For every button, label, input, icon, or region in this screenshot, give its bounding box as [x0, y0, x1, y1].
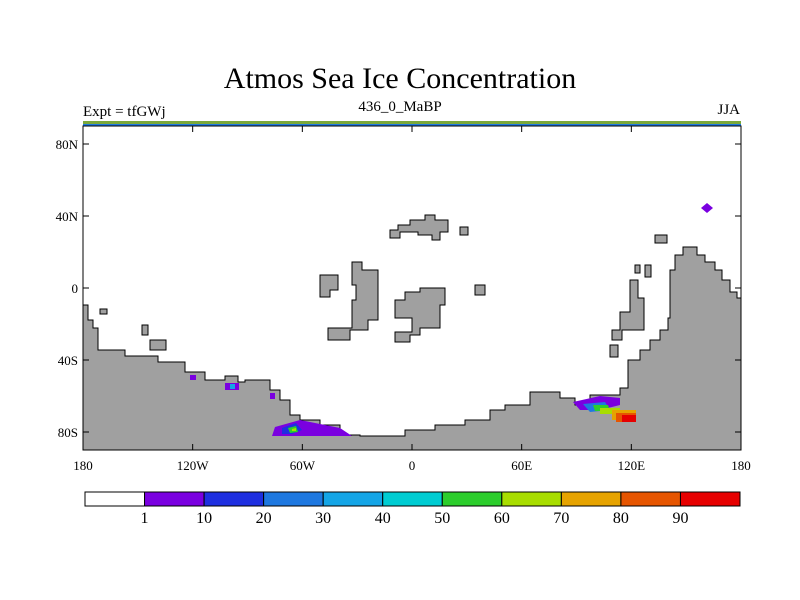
land-west-continent	[82, 246, 742, 451]
colorbar-swatch	[322, 491, 384, 507]
colorbar-swatch	[84, 491, 146, 507]
land-north-island	[389, 214, 449, 241]
x-tick-label: 60W	[290, 458, 316, 473]
ice-patch	[190, 375, 196, 380]
ice-patch	[270, 393, 275, 399]
x-tick-label: 60E	[511, 458, 532, 473]
x-tick-label: 180	[73, 458, 93, 473]
ice-patch	[230, 384, 235, 389]
experiment-label: Expt = tfGWj	[83, 104, 166, 120]
land-island	[141, 324, 149, 336]
colorbar-label: 90	[672, 510, 688, 527]
colorbar-swatch	[560, 491, 622, 507]
colorbar-swatch	[620, 491, 681, 507]
period-label: 436_0_MaBP	[358, 99, 442, 115]
colorbar-swatch	[501, 491, 562, 507]
land-central-east	[394, 287, 446, 343]
y-tick-label: 80N	[56, 137, 79, 152]
x-tick-label: 180	[731, 458, 751, 473]
colorbar-label: 20	[256, 510, 272, 527]
y-tick-label: 40N	[56, 209, 79, 224]
ice-patch	[600, 408, 620, 414]
x-tick-label: 0	[409, 458, 416, 473]
colorbar-label: 10	[196, 510, 212, 527]
colorbar-label: 1	[141, 510, 149, 527]
y-tick-label: 0	[72, 281, 79, 296]
season-label: JJA	[717, 102, 740, 118]
colorbar-label: 40	[375, 510, 391, 527]
land-island	[474, 284, 486, 296]
x-tick-label: 120W	[177, 458, 210, 473]
colorbar-swatch	[144, 491, 205, 507]
axis-ticks: 80N 40N 0 40S 80S 180 120W 60W 0 60E 120E 180	[56, 126, 751, 473]
y-tick-label: 80S	[58, 425, 78, 440]
colorbar-swatch	[203, 491, 265, 507]
ice-north-diamond	[701, 203, 713, 213]
colorbar-swatch	[441, 491, 503, 507]
land-island	[99, 308, 108, 315]
ice-patch	[622, 415, 636, 422]
top-edge-strip-blue	[83, 124, 741, 126]
land-island	[634, 264, 641, 274]
ice-west-core2	[292, 428, 296, 431]
chart-title: Atmos Sea Ice Concentration	[223, 62, 577, 95]
land-masses	[82, 214, 742, 451]
land-island	[654, 234, 668, 244]
land-central-mid	[327, 261, 379, 341]
x-tick-label: 120E	[618, 458, 646, 473]
colorbar-label: 80	[613, 510, 629, 527]
y-tick-label: 40S	[58, 353, 78, 368]
land-island	[644, 264, 652, 278]
land-island	[609, 344, 619, 358]
colorbar: 1 10 20 30 40 50 60 70 80 90	[84, 491, 741, 527]
land-east-chain	[611, 279, 645, 341]
sea-ice-patches	[190, 203, 713, 436]
top-edge-strip	[83, 121, 741, 124]
colorbar-swatch	[382, 491, 443, 507]
land-island	[459, 226, 469, 236]
colorbar-label: 50	[434, 510, 450, 527]
colorbar-label: 60	[494, 510, 510, 527]
colorbar-label: 30	[315, 510, 331, 527]
colorbar-swatch	[263, 491, 324, 507]
colorbar-swatch	[679, 491, 741, 507]
land-island	[149, 339, 167, 351]
land-central-west	[319, 274, 339, 298]
colorbar-label: 70	[553, 510, 569, 527]
